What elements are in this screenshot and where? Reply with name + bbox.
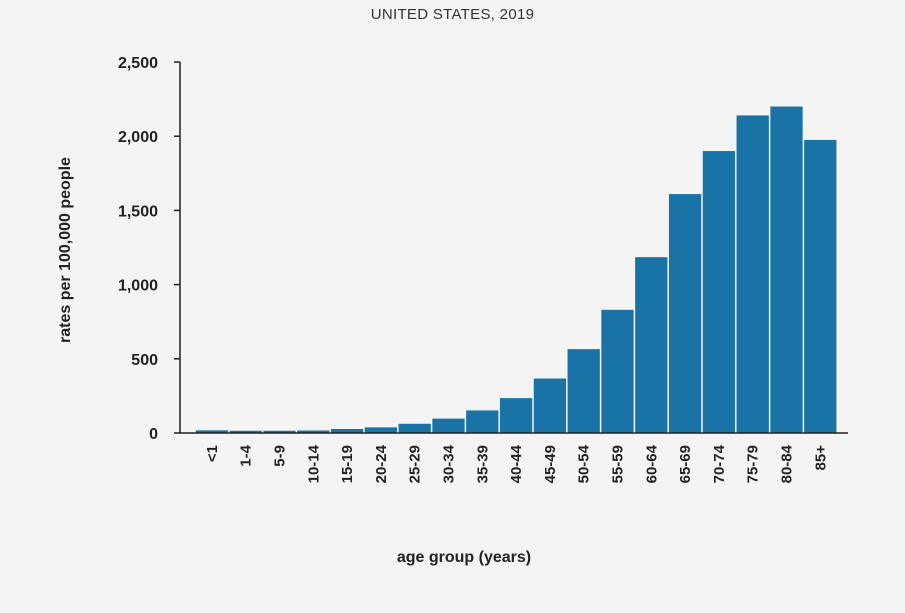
x-tick-label: 55-59 bbox=[610, 445, 627, 483]
x-tick-label: 35-39 bbox=[474, 445, 491, 483]
bar bbox=[297, 430, 330, 433]
x-tick-label: 30-34 bbox=[441, 444, 458, 483]
bar bbox=[533, 378, 567, 433]
x-tick-label: 80-84 bbox=[779, 444, 796, 483]
bar bbox=[330, 428, 364, 433]
y-tick-label: 500 bbox=[131, 352, 158, 369]
x-tick-label: 65-69 bbox=[677, 445, 694, 483]
bar bbox=[567, 349, 600, 433]
bar bbox=[736, 115, 769, 433]
bar bbox=[635, 257, 668, 433]
bar bbox=[601, 309, 634, 433]
x-tick-label: 45-49 bbox=[542, 445, 559, 483]
bar bbox=[229, 430, 262, 433]
y-tick-label: 0 bbox=[149, 426, 158, 443]
y-axis-label: rates per 100,000 people bbox=[57, 157, 74, 343]
x-tick-label: 50-54 bbox=[576, 444, 593, 483]
x-axis-label: age group (years) bbox=[397, 549, 531, 566]
x-tick-label: 40-44 bbox=[508, 444, 525, 483]
bar bbox=[364, 427, 398, 433]
bar bbox=[668, 194, 702, 433]
x-tick-label: <1 bbox=[204, 445, 221, 462]
x-tick-label: 20-24 bbox=[373, 444, 390, 483]
x-tick-label: 60-64 bbox=[643, 444, 660, 483]
y-axis-ticks: 0 500 1,000 1,500 2,000 2,500 bbox=[118, 55, 180, 443]
bar bbox=[702, 151, 736, 434]
bar bbox=[195, 430, 229, 433]
bar bbox=[398, 423, 431, 433]
chart-title: UNITED STATES, 2019 bbox=[370, 6, 535, 23]
x-tick-label: 75-79 bbox=[745, 445, 762, 483]
x-tick-label: 85+ bbox=[812, 445, 829, 471]
x-axis-ticks: <1 1-4 5-9 10-14 15-19 20-24 25-29 30-34 35-39 40… bbox=[204, 444, 829, 483]
y-tick-label: 1,000 bbox=[118, 278, 158, 295]
bar bbox=[466, 410, 499, 433]
bar bbox=[432, 418, 465, 433]
bars bbox=[195, 106, 837, 434]
y-tick-label: 2,000 bbox=[118, 129, 158, 146]
bar bbox=[770, 106, 803, 434]
x-tick-label: 15-19 bbox=[339, 445, 356, 483]
bar bbox=[804, 139, 837, 433]
y-tick-label: 2,500 bbox=[118, 55, 158, 72]
bar bbox=[263, 430, 296, 433]
x-tick-label: 10-14 bbox=[305, 444, 322, 483]
x-tick-label: 1-4 bbox=[238, 444, 255, 466]
x-tick-label: 70-74 bbox=[711, 444, 728, 483]
bar bbox=[499, 398, 533, 433]
x-tick-label: 25-29 bbox=[407, 445, 424, 483]
x-tick-label: 5-9 bbox=[272, 445, 289, 467]
y-tick-label: 1,500 bbox=[118, 203, 158, 220]
